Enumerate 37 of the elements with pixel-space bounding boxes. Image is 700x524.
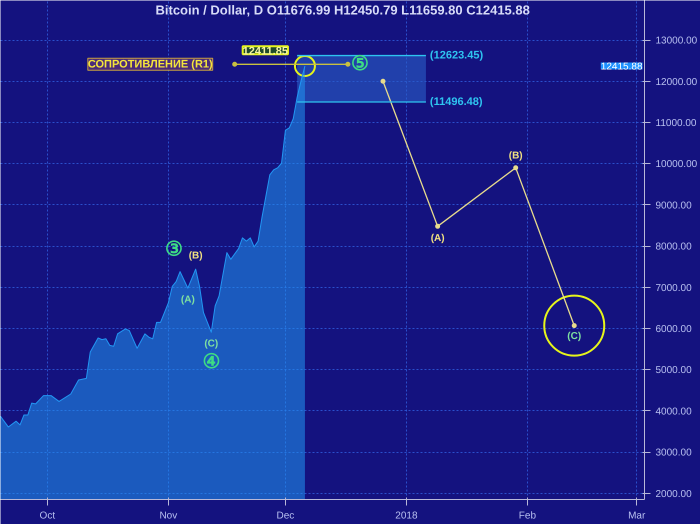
annotation: ④ [202,351,220,374]
y-tick-label: 3000.00 [656,448,692,459]
data-label: (12623.45) [430,50,484,62]
annotation: (C) [204,338,218,350]
annotation: СОПРОТИВЛЕНИЕ (R1) [88,58,214,70]
point [572,323,577,328]
point [380,78,386,84]
y-tick-label: 9000.00 [656,200,692,212]
chart-title: Bitcoin / Dollar, D O11676.99 H12450.79 L11659.80 C12415.88 [156,2,530,18]
y-tick-label: 11000.00 [656,118,697,129]
y-tick-label: 10000.00 [656,159,698,170]
y-tick-label: 2000.00 [656,488,692,500]
point [513,165,518,170]
y-tick-label: 8000.00 [656,242,692,253]
x-tick-label: Dec [276,510,294,522]
x-tick-label: 2018 [395,510,418,522]
x-tick-label: Feb [518,510,536,522]
y-tick-label: 4000.00 [656,406,692,418]
x-tick-label: Nov [159,510,178,522]
y-tick-label: 13000.00 [656,36,698,47]
annotation: (C) [567,331,582,342]
y-tick-label: 5000.00 [656,365,692,376]
annotation: (B) [188,250,203,262]
annotation: (A) [180,294,195,306]
annotation: ⑤ [350,53,369,76]
annotation: (A) [430,232,445,244]
x-tick-label: Mar [628,510,646,522]
point [345,62,350,67]
annotation: (B) [508,150,523,162]
annotation: ③ [165,238,184,261]
x-tick-label: Oct [40,510,56,522]
y-tick-label: 7000.00 [656,282,692,294]
y-tick-label: 12000.00 [656,76,698,88]
point [435,224,440,229]
data-label: (11496.48) [430,96,483,108]
point [232,62,238,67]
y-tick-label: 6000.00 [656,324,692,335]
